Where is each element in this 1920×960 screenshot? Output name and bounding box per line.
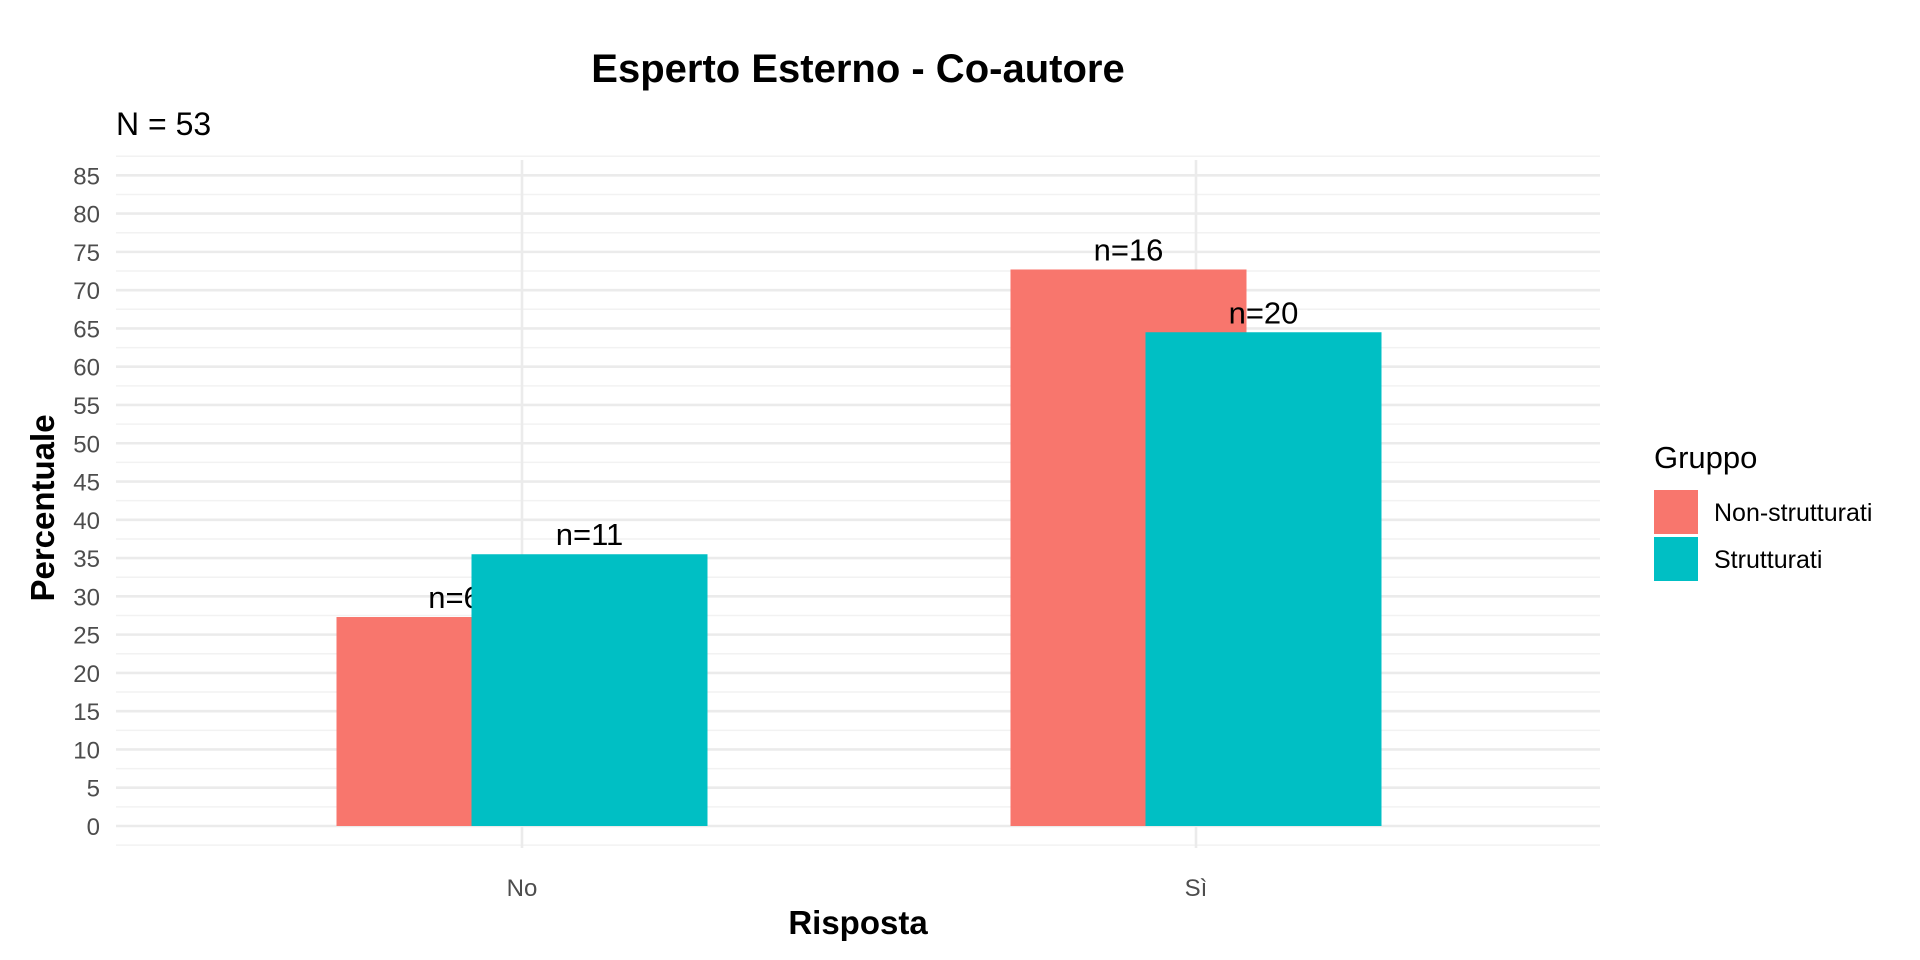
- chart-subtitle: N = 53: [116, 106, 211, 142]
- x-tick-label: Sì: [1185, 875, 1208, 902]
- y-axis-ticks: 0 5 10 15 20 25 30 35 40 45 50 55 60 65 70 75 80 85: [73, 163, 100, 841]
- y-tick-label: 20: [73, 661, 100, 688]
- y-tick-label: 50: [73, 431, 100, 458]
- y-tick-label: 5: [87, 776, 100, 803]
- y-tick-label: 0: [87, 814, 100, 841]
- legend: Gruppo Non-strutturati Strutturati: [1654, 440, 1872, 581]
- y-tick-label: 70: [73, 278, 100, 305]
- bar-data-label: n=11: [556, 517, 624, 552]
- x-tick-label: No: [507, 875, 538, 902]
- y-tick-label: 55: [73, 393, 100, 420]
- bar: [1145, 332, 1382, 826]
- y-tick-label: 40: [73, 508, 100, 535]
- legend-swatch: [1654, 490, 1698, 534]
- bars: n=6n=11n=16n=20: [336, 232, 1382, 826]
- y-tick-label: 65: [73, 316, 100, 343]
- y-tick-label: 25: [73, 623, 100, 650]
- legend-label: Strutturati: [1714, 546, 1822, 574]
- y-tick-label: 15: [73, 699, 100, 726]
- y-tick-label: 45: [73, 470, 100, 497]
- y-tick-label: 80: [73, 202, 100, 229]
- legend-title: Gruppo: [1654, 440, 1757, 475]
- chart-title: Esperto Esterno - Co-autore: [591, 47, 1124, 91]
- y-axis-title: Percentuale: [24, 414, 61, 601]
- bar-data-label: n=20: [1229, 295, 1299, 330]
- x-axis-title: Risposta: [788, 904, 928, 941]
- bar-data-label: n=16: [1094, 232, 1164, 267]
- legend-label: Non-strutturati: [1714, 499, 1872, 527]
- legend-swatch: [1654, 537, 1698, 581]
- y-tick-label: 60: [73, 355, 100, 382]
- y-tick-label: 10: [73, 737, 100, 764]
- y-tick-label: 85: [73, 163, 100, 190]
- y-tick-label: 35: [73, 546, 100, 573]
- bar: [471, 554, 708, 826]
- y-tick-label: 30: [73, 584, 100, 611]
- x-axis-ticks: No Sì: [507, 875, 1208, 902]
- y-tick-label: 75: [73, 240, 100, 267]
